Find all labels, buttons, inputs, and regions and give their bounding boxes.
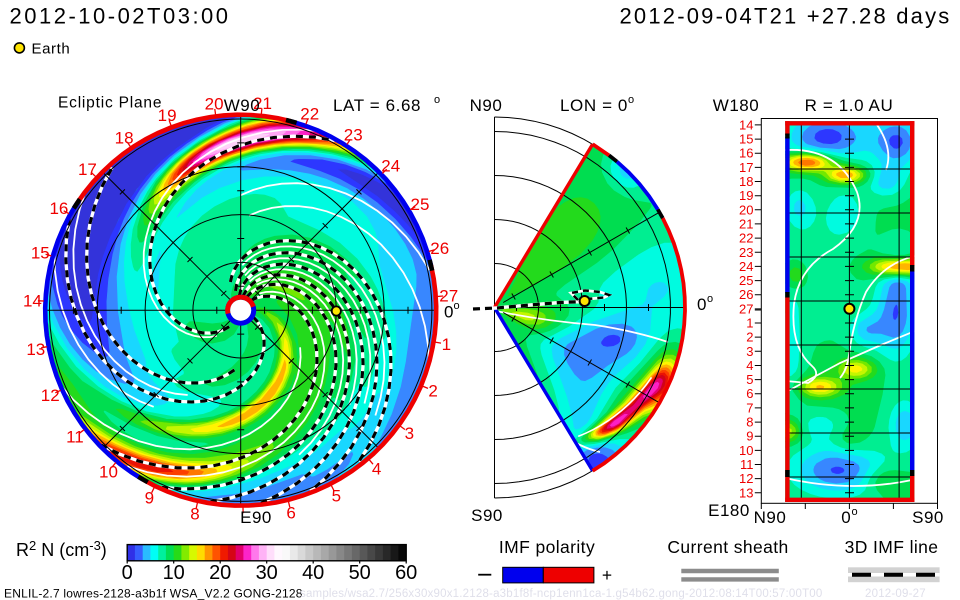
svg-text:0: 0 <box>444 303 453 322</box>
svg-text:24: 24 <box>381 156 400 175</box>
svg-text:11: 11 <box>740 457 754 472</box>
svg-text:8: 8 <box>746 415 753 430</box>
svg-text:17: 17 <box>739 160 753 175</box>
svg-text:S90: S90 <box>912 508 944 527</box>
svg-text:ENLIL-2.7 lowres-2128-a3b1f WS: ENLIL-2.7 lowres-2128-a3b1f WSA_V2.2 GON… <box>4 587 303 600</box>
svg-text:17: 17 <box>78 160 97 179</box>
svg-text:25: 25 <box>739 273 753 288</box>
svg-text:Current sheath: Current sheath <box>667 537 788 557</box>
svg-text:N90: N90 <box>470 96 503 115</box>
svg-text:2: 2 <box>428 382 437 401</box>
svg-text:15: 15 <box>31 244 50 263</box>
svg-text:13: 13 <box>739 485 753 500</box>
svg-text:20: 20 <box>739 202 753 217</box>
svg-text:o: o <box>454 300 460 312</box>
svg-text:4: 4 <box>746 358 753 373</box>
svg-text:0: 0 <box>122 562 133 584</box>
svg-text:22: 22 <box>300 105 319 124</box>
svg-text:o: o <box>628 94 634 106</box>
svg-text:12: 12 <box>739 471 753 486</box>
svg-text:2012-10-02T03:00: 2012-10-02T03:00 <box>10 4 231 29</box>
svg-text:16: 16 <box>49 199 68 218</box>
svg-text:4: 4 <box>372 459 381 478</box>
svg-text:1: 1 <box>746 316 753 331</box>
svg-text:2012-09-04T21 +27.28 days: 2012-09-04T21 +27.28 days <box>619 4 951 29</box>
svg-text:10: 10 <box>163 562 185 584</box>
svg-text:IMF polarity: IMF polarity <box>499 537 595 557</box>
svg-text:3D IMF line: 3D IMF line <box>845 537 939 557</box>
svg-text:W180: W180 <box>713 96 759 115</box>
svg-text:40: 40 <box>302 562 324 584</box>
svg-text:1: 1 <box>442 335 451 354</box>
svg-text:o: o <box>434 94 440 106</box>
svg-text:+: + <box>602 565 612 585</box>
svg-text:14: 14 <box>739 117 753 132</box>
svg-text:LAT = 6.68: LAT = 6.68 <box>333 96 421 115</box>
svg-text:25: 25 <box>411 195 430 214</box>
svg-text:8: 8 <box>190 505 199 524</box>
svg-text:10: 10 <box>99 463 118 482</box>
svg-text:E180: E180 <box>708 501 750 520</box>
svg-text:Earth: Earth <box>32 41 71 58</box>
svg-text:10: 10 <box>739 443 753 458</box>
svg-text:3: 3 <box>405 424 414 443</box>
svg-text:9: 9 <box>746 429 753 444</box>
svg-text:20: 20 <box>209 562 231 584</box>
svg-text:2: 2 <box>746 330 753 345</box>
svg-text:7: 7 <box>746 400 753 415</box>
svg-text:samples/wsa2.7/256x30x90x1.212: samples/wsa2.7/256x30x90x1.2128-a3b1f8f-… <box>300 588 823 600</box>
svg-text:5: 5 <box>332 486 341 505</box>
svg-text:S90: S90 <box>471 506 503 525</box>
svg-text:12: 12 <box>41 386 60 405</box>
svg-text:14: 14 <box>23 292 42 311</box>
svg-text:21: 21 <box>739 216 753 231</box>
svg-text:26: 26 <box>430 239 449 258</box>
svg-text:15: 15 <box>739 132 753 147</box>
svg-text:22: 22 <box>739 231 753 246</box>
svg-text:16: 16 <box>739 146 753 161</box>
svg-text:3: 3 <box>746 344 753 359</box>
svg-text:LON = 0: LON = 0 <box>560 96 628 115</box>
svg-text:E90: E90 <box>240 508 272 527</box>
svg-text:60: 60 <box>395 562 417 584</box>
svg-text:0: 0 <box>697 295 706 314</box>
svg-text:13: 13 <box>26 340 45 359</box>
svg-text:0: 0 <box>841 508 850 527</box>
svg-text:o: o <box>852 506 858 518</box>
svg-text:26: 26 <box>739 287 753 302</box>
svg-text:9: 9 <box>145 489 154 508</box>
svg-text:23: 23 <box>344 126 363 145</box>
svg-text:N90: N90 <box>754 508 787 527</box>
svg-text:19: 19 <box>158 106 177 125</box>
svg-text:27: 27 <box>739 301 753 316</box>
svg-text:11: 11 <box>66 428 84 447</box>
svg-text:W90: W90 <box>224 96 260 115</box>
svg-text:50: 50 <box>349 562 371 584</box>
svg-text:24: 24 <box>739 259 753 274</box>
svg-text:19: 19 <box>739 188 753 203</box>
svg-text:Ecliptic Plane: Ecliptic Plane <box>58 95 162 112</box>
svg-text:2012-09-27: 2012-09-27 <box>865 588 926 600</box>
svg-text:30: 30 <box>256 562 278 584</box>
svg-text:6: 6 <box>746 386 753 401</box>
svg-text:27: 27 <box>439 287 458 306</box>
svg-text:20: 20 <box>205 94 224 113</box>
svg-text:23: 23 <box>739 245 753 260</box>
svg-text:o: o <box>707 293 713 305</box>
svg-text:5: 5 <box>746 372 753 387</box>
svg-text:21: 21 <box>253 94 272 113</box>
svg-text:18: 18 <box>115 128 134 147</box>
svg-text:18: 18 <box>739 174 753 189</box>
svg-text:6: 6 <box>286 504 295 523</box>
svg-text:R = 1.0 AU: R = 1.0 AU <box>805 96 894 115</box>
